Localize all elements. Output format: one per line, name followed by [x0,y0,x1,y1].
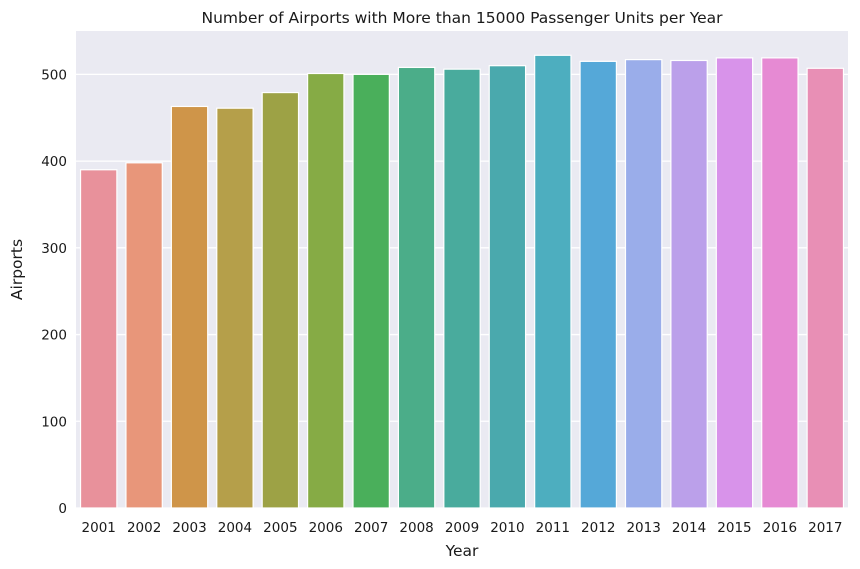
bar-2002 [125,162,163,509]
x-tick-label: 2013 [626,520,660,536]
bar-2004 [216,107,254,509]
y-tick-label: 200 [41,328,67,344]
x-tick-label: 2015 [717,520,751,536]
x-tick-label: 2002 [127,520,161,536]
bar-2016 [761,57,799,509]
bar-2007 [352,73,390,509]
x-tick-labels: 2001 2002 2003 2004 2005 2006 2007 2008 2009 2010… [82,520,843,536]
bar-2014 [670,59,708,509]
bar-2003 [170,105,209,509]
bar-2017 [806,67,845,509]
x-tick-label: 2004 [218,520,252,536]
x-tick-label: 2017 [808,520,842,536]
y-tick-label: 100 [41,414,67,430]
bar-2013 [624,59,663,509]
bar-2011 [534,54,572,509]
x-tick-label: 2007 [354,520,388,536]
bar-2006 [307,72,345,509]
x-axis-label: Year [445,542,479,560]
x-tick-label: 2010 [490,520,524,536]
x-tick-label: 2001 [82,520,116,536]
y-tick-label: 400 [41,154,67,170]
y-tick-labels: 0 100 200 300 400 500 [41,67,67,517]
bar-2015 [715,57,754,509]
x-tick-label: 2011 [536,520,570,536]
x-tick-label: 2006 [309,520,343,536]
x-tick-label: 2003 [172,520,206,536]
bar-2010 [488,65,527,509]
bar-2001 [79,169,118,509]
chart-title: Number of Airports with More than 15000 … [201,9,723,27]
x-tick-label: 2005 [263,520,297,536]
bar-2005 [261,91,300,509]
bar-2012 [579,60,618,509]
x-tick-label: 2009 [445,520,479,536]
x-tick-label: 2014 [672,520,706,536]
bar-2008 [397,66,436,509]
y-tick-label: 300 [41,241,67,257]
x-tick-label: 2008 [399,520,433,536]
y-axis-label: Airports [8,239,26,300]
x-tick-label: 2016 [763,520,797,536]
x-tick-label: 2012 [581,520,615,536]
bar-2009 [443,68,481,509]
y-tick-label: 500 [41,67,67,83]
y-tick-label: 0 [58,501,67,517]
bars [79,54,845,509]
